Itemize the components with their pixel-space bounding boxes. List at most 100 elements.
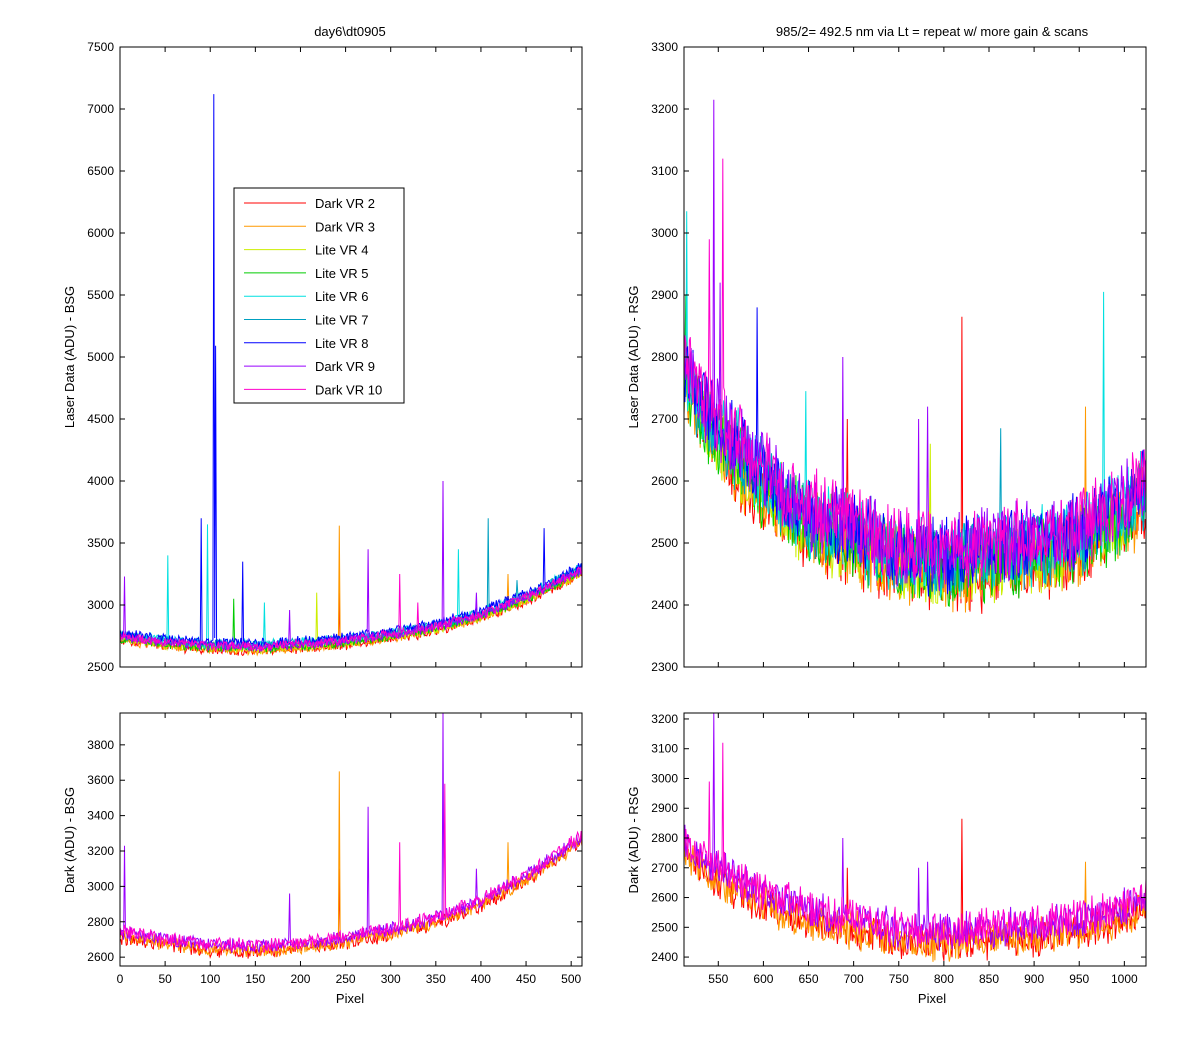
- y-tick-label: 2500: [651, 920, 678, 934]
- y-tick-label: 3300: [651, 40, 678, 54]
- legend-entry: Dark VR 9: [244, 359, 375, 374]
- y-tick-label: 2900: [651, 288, 678, 302]
- x-axis-label: Pixel: [336, 991, 364, 1006]
- panel-title: day6\dt0905: [314, 24, 386, 39]
- series-group: [684, 99, 1146, 614]
- series-line-dark-vr-10: [684, 742, 1146, 948]
- axes-background: [120, 713, 582, 966]
- y-tick-label: 2800: [87, 915, 114, 929]
- legend-label: Dark VR 9: [315, 359, 375, 374]
- y-axis-label: Laser Data (ADU) - RSG: [626, 285, 641, 428]
- x-tick-label: 350: [426, 972, 446, 986]
- y-tick-label: 2700: [651, 861, 678, 875]
- y-tick-label: 2900: [651, 801, 678, 815]
- series-group: [120, 94, 582, 657]
- legend-entry: Lite VR 5: [244, 266, 368, 281]
- axes-frame: [119, 712, 583, 967]
- y-tick-label: 2600: [651, 474, 678, 488]
- x-tick-label: 900: [1024, 972, 1044, 986]
- y-tick-label: 4000: [87, 474, 114, 488]
- series-line-dark-vr-3: [120, 771, 582, 958]
- y-tick-label: 3500: [87, 536, 114, 550]
- y-tick-label: 2800: [651, 350, 678, 364]
- y-tick-label: 3800: [87, 738, 114, 752]
- x-tick-label: 500: [561, 972, 581, 986]
- plot-area: 2600 2800 3000 3200 3400 3600 3800 0 50 100 150 200…: [87, 712, 583, 986]
- legend-label: Dark VR 3: [315, 219, 375, 234]
- y-tick-label: 2800: [651, 831, 678, 845]
- x-tick-label: 950: [1069, 972, 1089, 986]
- x-tick-label: 600: [753, 972, 773, 986]
- y-tick-label: 3600: [87, 773, 114, 787]
- y-axis-label: Laser Data (ADU) - BSG: [62, 286, 77, 428]
- y-tick-label: 3000: [87, 879, 114, 893]
- x-tick-label: 800: [934, 972, 954, 986]
- y-tick-label: 2600: [651, 891, 678, 905]
- x-tick-label: 550: [708, 972, 728, 986]
- y-tick-label: 2500: [87, 660, 114, 674]
- series-line-lite-vr-5: [120, 567, 582, 655]
- plot-area: 2400 2500 2600 2700 2800 2900 3000 3100 3200 550 6…: [651, 712, 1147, 986]
- legend-label: Dark VR 2: [315, 196, 375, 211]
- legend-label: Lite VR 6: [315, 289, 368, 304]
- panel-top-left: day6\dt0905 Laser Data (ADU) - BSG 2500 3…: [62, 24, 583, 674]
- y-tick-label: 3400: [87, 809, 114, 823]
- y-tick-label: 7500: [87, 40, 114, 54]
- legend-entry: Lite VR 4: [244, 243, 368, 258]
- series-line-dark-vr-10: [120, 783, 582, 953]
- y-tick-label: 2300: [651, 660, 678, 674]
- x-tick-label: 750: [889, 972, 909, 986]
- legend-label: Lite VR 7: [315, 313, 368, 328]
- y-tick-label: 3200: [651, 102, 678, 116]
- series-line-dark-vr-10: [120, 566, 582, 652]
- y-tick-label: 5000: [87, 350, 114, 364]
- y-axis-label: Dark (ADU) - BSG: [62, 787, 77, 893]
- x-tick-label: 700: [844, 972, 864, 986]
- y-tick-label: 2500: [651, 536, 678, 550]
- series-line-dark-vr-3: [684, 835, 1146, 962]
- y-tick-label: 3000: [87, 598, 114, 612]
- legend-entry: Lite VR 8: [244, 336, 368, 351]
- y-tick-label: 6000: [87, 226, 114, 240]
- legend-entry: Dark VR 2: [244, 196, 375, 211]
- y-tick-label: 7000: [87, 102, 114, 116]
- x-tick-label: 100: [200, 972, 220, 986]
- x-tick-label: 450: [516, 972, 536, 986]
- panel-bottom-right: Dark (ADU) - RSG Pixel 24002500260027002…: [626, 712, 1147, 1006]
- y-tick-label: 3000: [651, 771, 678, 785]
- legend: Dark VR 2 Dark VR 3 Lite VR 4 Lite VR 5 Lite…: [233, 187, 405, 404]
- y-axis-label: Dark (ADU) - RSG: [626, 787, 641, 894]
- x-tick-label: 300: [381, 972, 401, 986]
- x-tick-label: 150: [245, 972, 265, 986]
- panel-bottom-left: Dark (ADU) - BSG Pixel 26002800300032003…: [62, 712, 583, 1006]
- x-tick-label: 0: [117, 972, 124, 986]
- legend-label: Dark VR 10: [315, 382, 382, 397]
- x-tick-label: 50: [158, 972, 172, 986]
- y-tick-label: 3100: [651, 742, 678, 756]
- legend-box: [233, 187, 405, 404]
- legend-label: Lite VR 5: [315, 266, 368, 281]
- series-line-lite-vr-8: [120, 94, 582, 649]
- axes-frame: [683, 712, 1147, 967]
- legend-label: Lite VR 8: [315, 336, 368, 351]
- y-tick-label: 2700: [651, 412, 678, 426]
- legend-entry: Dark VR 10: [244, 382, 382, 397]
- y-tick-label: 4500: [87, 412, 114, 426]
- legend-entry: Lite VR 7: [244, 313, 368, 328]
- x-tick-label: 400: [471, 972, 491, 986]
- x-tick-label: 1000: [1111, 972, 1138, 986]
- y-tick-label: 3100: [651, 164, 678, 178]
- series-group: [120, 713, 582, 960]
- panel-top-right: 985/2= 492.5 nm via Lt = repeat w/ more …: [626, 24, 1147, 674]
- y-tick-label: 2400: [651, 598, 678, 612]
- plot-area: 2300 2400 2500 2600 2700 2800 2900 3000 3100 3200…: [651, 40, 1147, 674]
- y-tick-label: 3200: [87, 844, 114, 858]
- legend-label: Lite VR 4: [315, 243, 368, 258]
- panel-title: 985/2= 492.5 nm via Lt = repeat w/ more …: [776, 24, 1089, 39]
- legend-entry: Dark VR 3: [244, 219, 375, 234]
- y-tick-label: 3200: [651, 712, 678, 726]
- series-line-dark-vr-10: [684, 158, 1146, 588]
- y-tick-label: 2600: [87, 950, 114, 964]
- x-tick-label: 250: [336, 972, 356, 986]
